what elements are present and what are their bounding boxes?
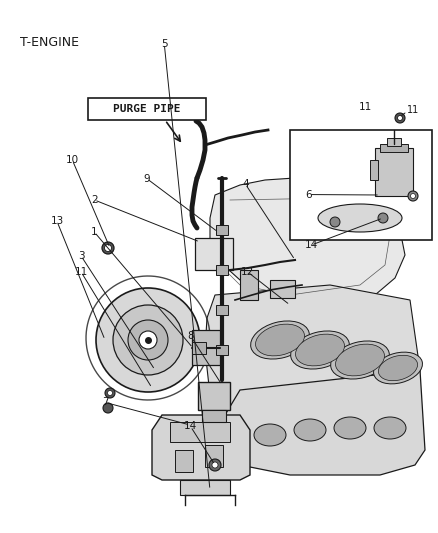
Text: 1: 1 bbox=[91, 227, 98, 237]
Bar bbox=[216, 345, 228, 355]
Ellipse shape bbox=[291, 331, 350, 369]
Bar bbox=[240, 270, 258, 300]
Text: 4: 4 bbox=[242, 179, 249, 189]
Circle shape bbox=[408, 191, 418, 201]
Bar bbox=[380, 144, 408, 152]
Text: 12: 12 bbox=[241, 267, 254, 277]
Ellipse shape bbox=[294, 419, 326, 441]
Circle shape bbox=[113, 305, 183, 375]
Polygon shape bbox=[152, 415, 250, 480]
Bar bbox=[270, 280, 295, 298]
Circle shape bbox=[107, 391, 113, 395]
Bar bbox=[192, 330, 220, 365]
Circle shape bbox=[96, 288, 200, 392]
Circle shape bbox=[105, 388, 115, 398]
Bar bbox=[170, 422, 230, 442]
Ellipse shape bbox=[378, 356, 417, 381]
Bar bbox=[216, 305, 228, 315]
Text: 7: 7 bbox=[102, 398, 109, 407]
Bar bbox=[88, 98, 206, 120]
Bar bbox=[175, 450, 193, 472]
Text: 8: 8 bbox=[187, 331, 194, 341]
Ellipse shape bbox=[336, 344, 385, 376]
Text: 13: 13 bbox=[50, 216, 64, 226]
Bar bbox=[198, 382, 230, 410]
Circle shape bbox=[410, 193, 416, 198]
Text: 14: 14 bbox=[304, 240, 318, 250]
Ellipse shape bbox=[334, 417, 366, 439]
Polygon shape bbox=[225, 370, 425, 475]
Circle shape bbox=[395, 113, 405, 123]
Bar bbox=[180, 480, 230, 495]
Bar bbox=[192, 342, 206, 354]
Text: 2: 2 bbox=[91, 195, 98, 205]
Circle shape bbox=[330, 217, 340, 227]
Text: 3: 3 bbox=[78, 251, 85, 261]
Text: 6: 6 bbox=[305, 190, 312, 199]
Text: 11: 11 bbox=[407, 105, 419, 115]
Ellipse shape bbox=[255, 324, 304, 356]
Bar bbox=[216, 265, 228, 275]
Circle shape bbox=[102, 242, 114, 254]
Bar bbox=[205, 445, 223, 467]
Ellipse shape bbox=[374, 352, 423, 384]
Text: 14: 14 bbox=[184, 422, 197, 431]
Bar bbox=[370, 160, 378, 180]
Text: T-ENGINE: T-ENGINE bbox=[20, 36, 79, 49]
Bar bbox=[387, 138, 401, 146]
Circle shape bbox=[212, 462, 218, 468]
Text: 5: 5 bbox=[161, 39, 168, 49]
Text: 11: 11 bbox=[359, 102, 372, 111]
Ellipse shape bbox=[251, 321, 309, 359]
Text: PURGE PIPE: PURGE PIPE bbox=[113, 104, 181, 114]
Text: 9: 9 bbox=[143, 174, 150, 183]
Text: 10: 10 bbox=[66, 155, 79, 165]
Ellipse shape bbox=[318, 204, 402, 232]
Circle shape bbox=[128, 320, 168, 360]
Circle shape bbox=[398, 116, 403, 120]
Ellipse shape bbox=[374, 417, 406, 439]
Ellipse shape bbox=[296, 334, 344, 366]
Circle shape bbox=[103, 403, 113, 413]
Polygon shape bbox=[205, 285, 420, 435]
Circle shape bbox=[209, 459, 221, 471]
Bar bbox=[202, 410, 226, 422]
Bar bbox=[216, 225, 228, 235]
Polygon shape bbox=[210, 178, 405, 308]
Bar bbox=[195, 238, 233, 270]
Circle shape bbox=[378, 213, 388, 223]
Text: 11: 11 bbox=[74, 267, 88, 277]
Ellipse shape bbox=[254, 424, 286, 446]
Circle shape bbox=[105, 245, 112, 252]
Circle shape bbox=[139, 331, 157, 349]
Ellipse shape bbox=[331, 341, 389, 379]
Bar bbox=[375, 148, 413, 196]
Bar bbox=[290, 130, 432, 240]
